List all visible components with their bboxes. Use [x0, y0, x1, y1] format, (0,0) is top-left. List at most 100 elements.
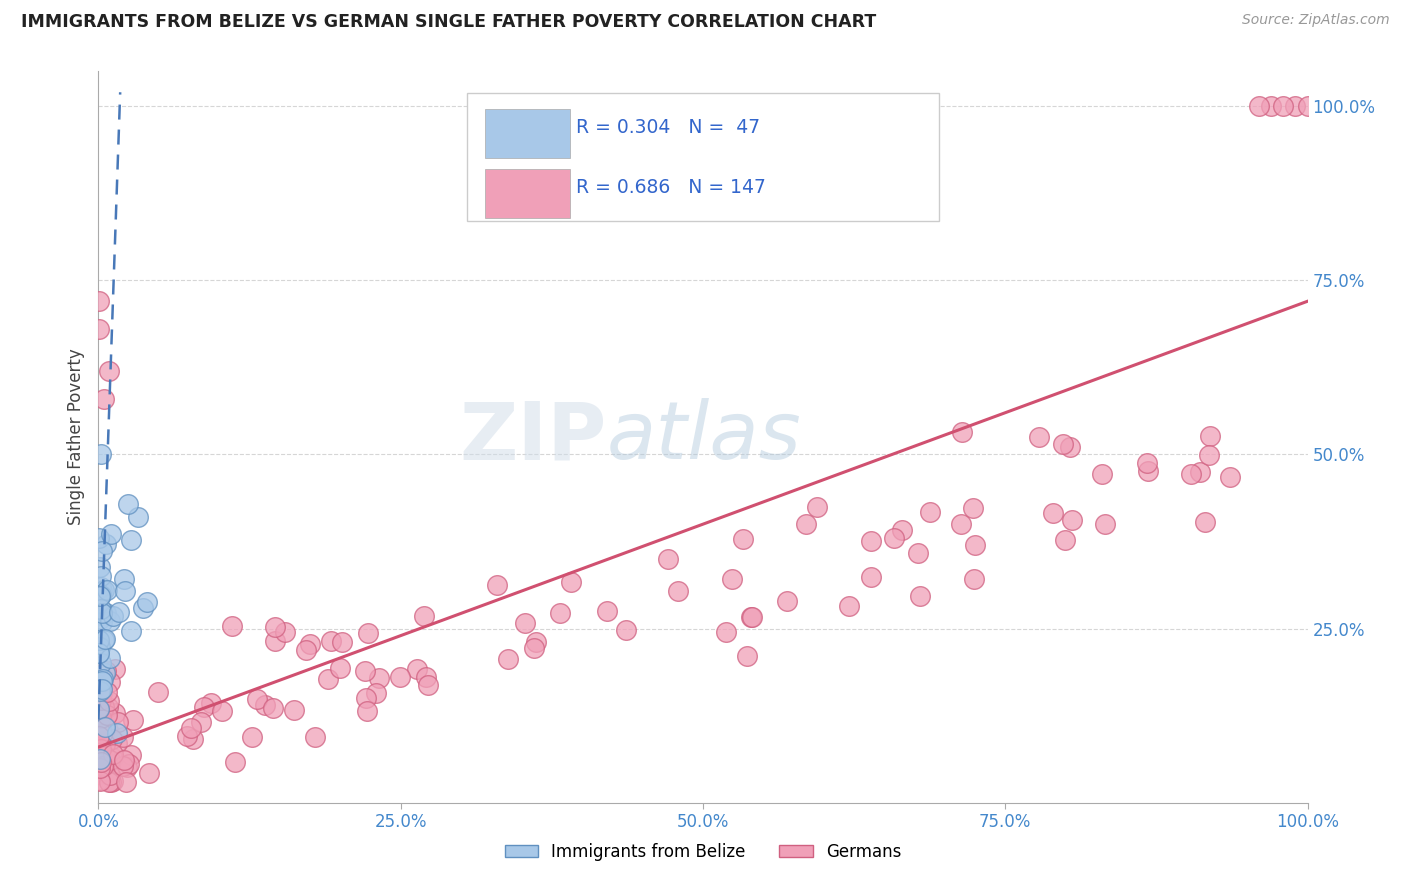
Point	[90, 722, 112, 736]
Point	[90, 656, 112, 670]
Point	[136, 595, 159, 609]
Point	[93, 632, 115, 647]
Point	[714, 625, 737, 640]
Point	[733, 532, 755, 546]
Point	[1194, 515, 1216, 529]
Point	[908, 589, 931, 603]
Point	[190, 714, 212, 729]
Point	[1198, 448, 1220, 462]
Point	[354, 690, 377, 705]
Point	[181, 732, 204, 747]
Point	[548, 606, 571, 620]
Point	[89, 761, 111, 775]
Point	[859, 534, 882, 549]
Point	[1180, 467, 1202, 481]
Point	[91, 584, 114, 599]
Point	[115, 760, 138, 774]
Point	[89, 589, 111, 603]
Point	[93, 583, 115, 598]
Point	[98, 753, 121, 767]
Point	[304, 730, 326, 744]
Point	[1284, 99, 1306, 113]
Point	[224, 755, 246, 769]
Point	[735, 649, 758, 664]
Point	[90, 764, 112, 779]
Point	[94, 720, 117, 734]
Point	[316, 672, 339, 686]
Point	[91, 682, 114, 697]
Point	[614, 624, 637, 638]
Point	[90, 448, 112, 462]
Point	[90, 602, 112, 616]
Point	[94, 537, 117, 551]
Point	[1260, 99, 1282, 113]
Point	[486, 578, 509, 592]
Point	[963, 538, 986, 552]
Point	[87, 723, 110, 737]
Point	[246, 691, 269, 706]
Point	[96, 582, 118, 597]
Point	[91, 705, 114, 719]
Point	[93, 749, 115, 764]
Text: atlas: atlas	[606, 398, 801, 476]
Point	[1053, 533, 1076, 547]
Point	[90, 741, 112, 756]
Point	[93, 392, 115, 406]
Point	[89, 640, 111, 654]
Point	[274, 625, 297, 640]
Point	[918, 505, 941, 519]
Point	[413, 609, 436, 624]
Point	[657, 551, 679, 566]
Point	[180, 721, 202, 735]
Point	[721, 572, 744, 586]
Point	[418, 678, 440, 692]
Point	[193, 699, 215, 714]
Point	[100, 526, 122, 541]
Point	[1249, 99, 1271, 113]
Point	[111, 730, 134, 744]
Point	[89, 752, 111, 766]
Point	[98, 614, 121, 628]
Point	[114, 775, 136, 789]
Point	[98, 675, 121, 690]
Point	[89, 560, 111, 574]
Point	[107, 714, 129, 729]
Point	[90, 615, 112, 629]
Point	[90, 693, 112, 707]
Point	[1094, 517, 1116, 532]
Point	[1060, 512, 1083, 526]
Point	[89, 683, 111, 698]
Point	[90, 606, 112, 620]
Point	[87, 702, 110, 716]
Point	[838, 599, 860, 614]
Point	[264, 620, 287, 634]
Point	[104, 662, 127, 676]
Point	[91, 718, 114, 732]
Text: ZIP: ZIP	[458, 398, 606, 476]
Text: IMMIGRANTS FROM BELIZE VS GERMAN SINGLE FATHER POVERTY CORRELATION CHART: IMMIGRANTS FROM BELIZE VS GERMAN SINGLE …	[21, 13, 876, 31]
Point	[1189, 465, 1212, 479]
Point	[87, 772, 110, 787]
Point	[87, 766, 110, 780]
Point	[221, 619, 243, 633]
Point	[90, 678, 112, 692]
Point	[294, 643, 316, 657]
Point	[101, 750, 124, 764]
Point	[776, 594, 799, 608]
Point	[90, 755, 112, 769]
Point	[91, 758, 114, 772]
Point	[321, 634, 343, 648]
Point	[806, 500, 828, 514]
Point	[97, 756, 120, 770]
Point	[96, 723, 118, 737]
Y-axis label: Single Father Poverty: Single Father Poverty	[67, 349, 86, 525]
Text: Source: ZipAtlas.com: Source: ZipAtlas.com	[1241, 13, 1389, 28]
Point	[122, 714, 145, 728]
Point	[91, 685, 114, 699]
Point	[94, 664, 117, 678]
Point	[891, 523, 914, 537]
Point	[87, 646, 110, 660]
Point	[560, 574, 582, 589]
Point	[120, 533, 142, 548]
Point	[794, 516, 817, 531]
